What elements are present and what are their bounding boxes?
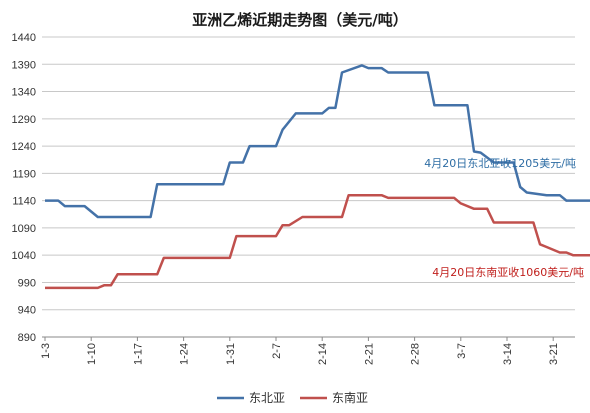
x-tick-label: 1-10 (86, 343, 98, 365)
chart-title: 亚洲乙烯近期走势图（美元/吨） (192, 11, 407, 29)
y-tick-label: 940 (18, 305, 36, 317)
x-tick-label: 1-31 (225, 343, 237, 365)
legend-label: 东北亚 (249, 391, 285, 405)
x-tick-label: 2-14 (317, 343, 329, 365)
y-tick-label: 1290 (12, 114, 36, 126)
y-tick-label: 1240 (12, 141, 36, 153)
x-tick-label: 1-3 (40, 343, 52, 359)
legend-label: 东南亚 (332, 390, 368, 405)
y-tick-label: 1140 (12, 196, 36, 208)
x-tick-label: 3-14 (502, 343, 514, 365)
y-tick-label: 1190 (12, 168, 36, 180)
x-tick-label: 1-24 (179, 343, 191, 365)
gridlines (42, 36, 575, 338)
y-tick-label: 890 (18, 332, 36, 344)
legend: 东北亚 东南亚 (217, 390, 368, 405)
y-tick-label: 1340 (12, 87, 36, 99)
x-tick-label: 2-7 (271, 343, 283, 359)
annotation-southeast-asia: 4月20日东南亚收1060美元/吨 (432, 265, 584, 279)
x-tick-label: 1-17 (132, 343, 144, 365)
series-lines (45, 64, 590, 290)
y-axis: 890 940 990 1040 1090 1140 1190 1240 1290 1340 139… (12, 32, 36, 344)
y-tick-label: 1390 (12, 59, 36, 71)
series-line-southeast-asia (45, 193, 590, 290)
x-tick-label: 2-21 (363, 343, 375, 365)
series-line-northeast-asia (45, 64, 590, 219)
y-tick-label: 1440 (12, 32, 36, 44)
y-tick-label: 990 (18, 277, 36, 289)
x-tick-label: 2-28 (410, 343, 422, 365)
annotation-northeast-asia: 4月20日东北亚收1205美元/吨 (424, 156, 576, 170)
y-tick-label: 1040 (12, 250, 36, 262)
y-tick-label: 1090 (12, 223, 36, 235)
x-tick-label: 3-21 (548, 343, 560, 365)
x-axis: 1-3 1-10 1-17 1-24 1-31 2-7 2-14 2-21 2-28 3-7 3-1… (40, 336, 575, 365)
x-tick-label: 3-7 (456, 343, 468, 359)
